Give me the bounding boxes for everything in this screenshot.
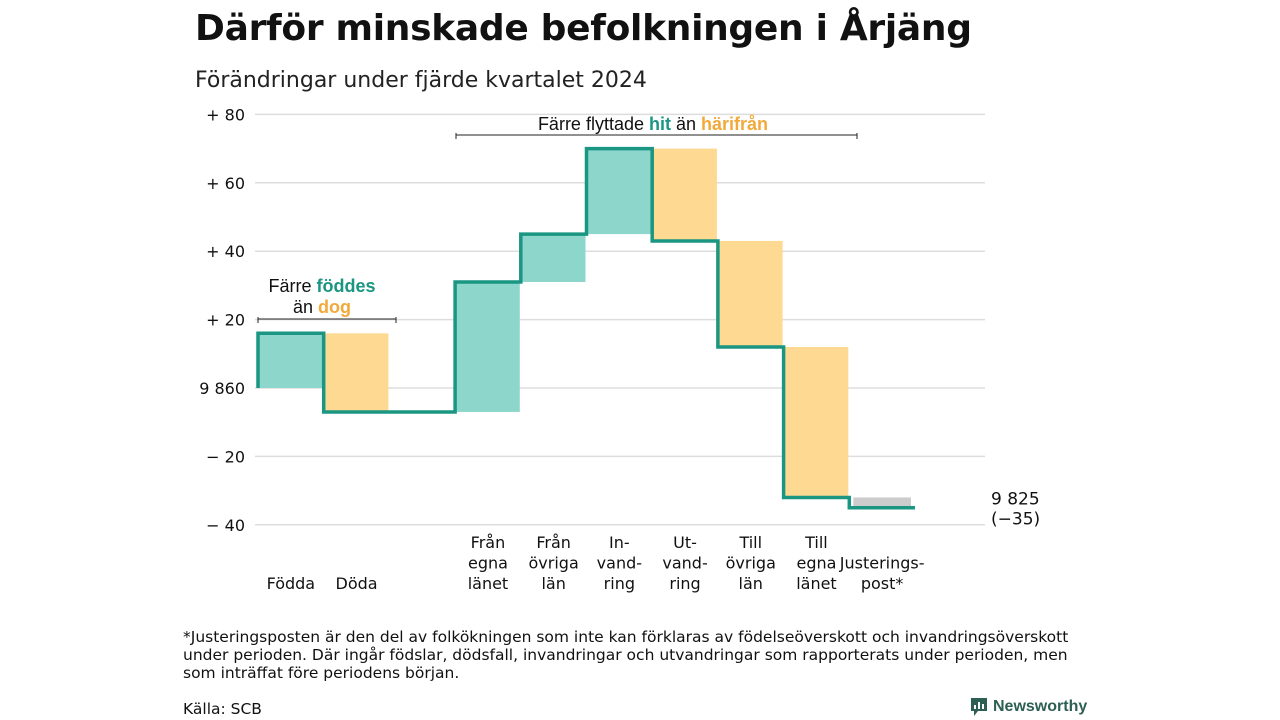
category-label: egna [468, 554, 508, 573]
bar-adjustment [853, 497, 911, 508]
category-label: län [739, 574, 763, 593]
source-text: Källa: SCB [183, 700, 262, 718]
category-label: Döda [336, 574, 378, 593]
newsworthy-icon [971, 698, 987, 716]
category-label: län [541, 574, 565, 593]
category-label: vand- [662, 554, 707, 573]
category-label: post* [861, 574, 904, 593]
bar-increase [456, 281, 520, 412]
waterfall-chart: + 80 + 60 + 40 + 20 9 860 − 20 − 40 Födda Döda Fr… [199, 105, 1040, 593]
category-label: övriga [726, 554, 776, 573]
chart-subtitle: Förändringar under fjärde kvartalet 2024 [195, 68, 647, 93]
category-label: länet [796, 574, 837, 593]
bar-increase [587, 148, 652, 235]
category-label: Justerings- [839, 554, 925, 573]
chart-title: Därför minskade befolkningen i Årjäng [195, 8, 972, 49]
bar-increase [521, 234, 586, 282]
category-label: länet [468, 574, 509, 593]
running-total-line [256, 146, 915, 510]
category-label: ring [669, 574, 700, 593]
category-label: vand- [597, 554, 642, 573]
y-tick-label: − 20 [206, 447, 245, 466]
bar-decrease [324, 333, 389, 412]
brand-logo: Newsworthy [970, 697, 1087, 717]
y-tick-label: + 80 [206, 105, 245, 124]
category-label: Ut- [673, 533, 697, 552]
y-tick-label: + 40 [206, 242, 245, 261]
y-tick-label: + 60 [206, 174, 245, 193]
brand-name: Newsworthy [993, 698, 1088, 715]
category-label: egna [796, 554, 836, 573]
category-label: Från [536, 533, 571, 552]
final-change-label: (−35) [991, 510, 1040, 530]
bar-decrease [784, 346, 849, 498]
bar-decrease [653, 148, 717, 241]
annotation-moves: Färre flyttade hit än härifrån [538, 114, 768, 134]
category-label: ring [604, 574, 635, 593]
final-value-label: 9 825 [991, 490, 1040, 510]
annotation-births-line1: Färre föddes [268, 276, 375, 296]
bar-increase [259, 333, 323, 388]
y-tick-label: − 40 [206, 516, 245, 535]
category-label: Födda [267, 574, 316, 593]
category-label: Till [804, 533, 828, 552]
category-label: övriga [529, 554, 579, 573]
bar-decrease [718, 240, 783, 347]
y-tick-label: 9 860 [199, 379, 245, 398]
footnote: *Justeringsposten är den del av folkökni… [183, 628, 1069, 682]
annotation-births-line2: än dog [293, 297, 351, 317]
y-tick-label: + 20 [206, 311, 245, 330]
category-label: Till [738, 533, 762, 552]
category-label: In- [609, 533, 630, 552]
category-label: Från [471, 533, 506, 552]
